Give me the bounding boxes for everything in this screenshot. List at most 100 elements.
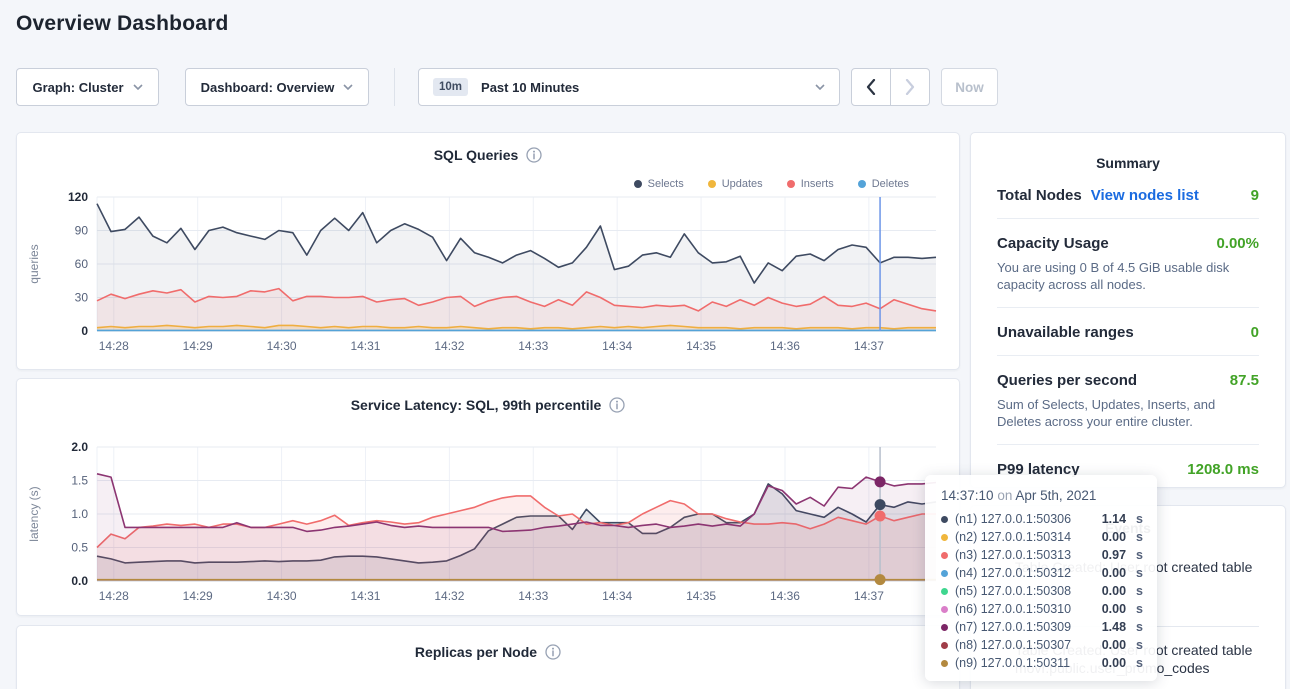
node-latency-value: 1.48 [1101,620,1127,634]
legend-dot [786,180,795,188]
svg-text:60: 60 [75,257,89,271]
chart-tooltip: 14:37:10 on Apr 5th, 2021 (n1) 127.0.0.1… [925,475,1157,681]
node-address: (n3) 127.0.0.1:50313 [955,548,1072,562]
node-series-dot [941,533,948,541]
svg-text:14:33: 14:33 [518,339,548,353]
tooltip-row: (n7) 127.0.0.1:50309 1.48 s [941,618,1143,636]
dashboard-dropdown[interactable]: Dashboard: Overview [185,68,369,106]
summary-item-label: P99 latency [997,461,1080,478]
latency-unit: s [1136,638,1143,652]
legend-label: Selects [647,178,684,190]
legend-dot [857,180,866,188]
svg-text:0: 0 [81,324,88,338]
node-latency-value: 0.00 [1101,584,1127,598]
latency-unit: s [1136,530,1143,544]
summary-item-total-nodes: Total Nodes View nodes list 9 [997,171,1259,219]
replicas-chart-card: Replicas per Node [16,625,960,689]
node-series-dot [941,605,948,613]
node-latency-value: 1.14 [1101,512,1127,526]
svg-text:14:36: 14:36 [770,339,800,353]
legend-label: Updates [721,178,763,190]
svg-text:14:33: 14:33 [518,589,548,603]
latency-unit: s [1136,620,1143,634]
svg-text:120: 120 [68,190,88,204]
svg-text:1.5: 1.5 [71,474,88,488]
latency-plot[interactable]: 14:28 14:29 14:30 14:31 14:32 14:33 14:34 14:35… [41,439,941,609]
summary-item-value: 9 [1250,187,1259,204]
svg-text:0.0: 0.0 [71,574,88,588]
svg-text:14:31: 14:31 [350,589,380,603]
svg-text:14:32: 14:32 [434,589,464,603]
now-button[interactable]: Now [941,68,998,106]
tooltip-row: (n9) 127.0.0.1:50311 0.00 s [941,654,1143,672]
legend-label: Inserts [800,178,834,190]
view-nodes-list-link[interactable]: View nodes list [1090,187,1199,204]
summary-item-label: Queries per second [997,372,1138,389]
page-title: Overview Dashboard [16,12,229,35]
chart-header: SQL Queries [17,147,959,163]
chevron-down-icon [132,84,143,90]
node-address: (n9) 127.0.0.1:50311 [955,656,1071,670]
node-series-dot [941,641,948,649]
svg-text:1.0: 1.0 [71,507,88,521]
graph-scope-dropdown[interactable]: Graph: Cluster [16,68,159,106]
dashboard-label: Dashboard: Overview [200,79,335,95]
svg-text:14:36: 14:36 [770,589,800,603]
tooltip-timestamp: 14:37:10 on Apr 5th, 2021 [941,488,1143,503]
tooltip-row: (n4) 127.0.0.1:50312 0.00 s [941,564,1143,582]
latency-unit: s [1136,584,1143,598]
node-series-dot [941,623,948,631]
latency-unit: s [1136,566,1143,580]
sql-queries-plot[interactable]: 14:28 14:29 14:30 14:31 14:32 14:33 14:34 14:35… [41,189,941,359]
chart-title: Service Latency: SQL, 99th percentile [350,397,602,413]
summary-item-queries-per-second: Queries per second 87.5 Sum of Selects, … [997,356,1259,445]
legend-dot [633,180,642,188]
time-next-button[interactable] [890,68,930,106]
svg-text:0.5: 0.5 [71,541,88,555]
time-range-badge: 10m [433,78,469,96]
summary-item-value: 1208.0 ms [1187,461,1259,478]
tooltip-row: (n1) 127.0.0.1:50306 1.14 s [941,510,1143,528]
summary-item-label: Capacity Usage [997,235,1109,252]
latency-unit: s [1136,602,1143,616]
summary-item-label: Total Nodes [997,187,1082,204]
sql-queries-chart-card: SQL Queries Selects Updates Inserts Deletes… [16,132,960,370]
svg-text:2.0: 2.0 [71,440,88,454]
tooltip-date: Apr 5th, 2021 [1015,488,1097,503]
info-icon[interactable] [609,397,625,413]
node-address: (n7) 127.0.0.1:50309 [955,620,1072,634]
graph-scope-label: Graph: Cluster [32,79,124,95]
summary-item-value: 0 [1250,324,1259,341]
tooltip-on: on [997,488,1013,503]
chart-header: Service Latency: SQL, 99th percentile [17,397,959,413]
svg-text:14:28: 14:28 [99,339,129,353]
tooltip-row: (n2) 127.0.0.1:50314 0.00 s [941,528,1143,546]
legend-item-deletes[interactable]: Deletes [857,178,909,190]
svg-text:14:37: 14:37 [854,589,884,603]
legend-label: Deletes [871,178,909,190]
node-series-dot [941,515,948,523]
info-icon[interactable] [545,644,561,660]
node-address: (n6) 127.0.0.1:50310 [955,602,1072,616]
svg-text:14:29: 14:29 [183,589,213,603]
svg-text:14:30: 14:30 [267,339,297,353]
legend-item-inserts[interactable]: Inserts [786,178,834,190]
time-prev-button[interactable] [851,68,891,106]
tooltip-row: (n8) 127.0.0.1:50307 0.00 s [941,636,1143,654]
legend-item-updates[interactable]: Updates [707,178,763,190]
time-range-dropdown[interactable]: 10m Past 10 Minutes [418,68,840,106]
tooltip-row: (n6) 127.0.0.1:50310 0.00 s [941,600,1143,618]
info-icon[interactable] [526,147,542,163]
svg-text:14:31: 14:31 [350,339,380,353]
node-series-dot [941,551,948,559]
svg-text:14:35: 14:35 [686,339,716,353]
node-series-dot [941,569,948,577]
legend-item-selects[interactable]: Selects [633,178,684,190]
node-address: (n4) 127.0.0.1:50312 [955,566,1072,580]
svg-text:14:28: 14:28 [99,589,129,603]
chart-header: Replicas per Node [17,644,959,660]
node-series-dot [941,659,948,667]
latency-unit: s [1136,512,1143,526]
latency-unit: s [1136,656,1143,670]
